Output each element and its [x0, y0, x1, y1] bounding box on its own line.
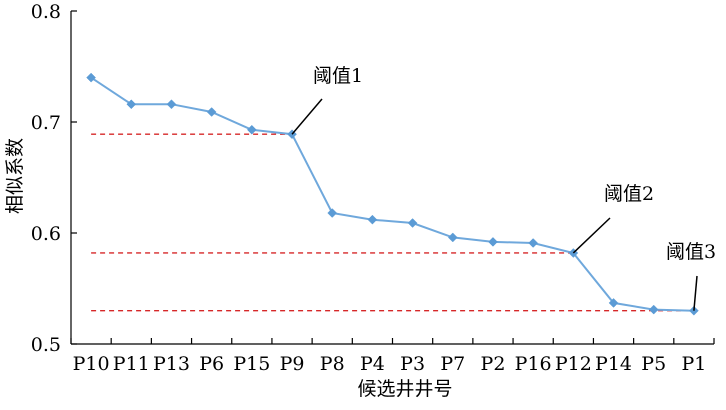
data-point [86, 72, 96, 83]
threshold-label: 阈值3 [666, 241, 716, 263]
x-tick-label: P2 [481, 353, 506, 375]
x-tick-label: P3 [400, 353, 425, 375]
y-axis-title: 相似系数 [4, 138, 26, 214]
x-tick-label: P1 [681, 353, 706, 375]
x-tick-label: P6 [199, 353, 224, 375]
data-point [246, 124, 257, 135]
data-point [166, 99, 177, 110]
x-tick-label: P12 [555, 353, 592, 375]
threshold-label: 阈值2 [604, 183, 654, 205]
threshold-leader-line [291, 98, 323, 135]
data-point [126, 99, 137, 110]
x-tick-label: P13 [153, 353, 190, 375]
y-tick-label: 0.8 [31, 1, 61, 23]
x-axis-title: 候选井井号 [357, 378, 452, 400]
x-tick-label: P16 [515, 353, 552, 375]
data-point [367, 214, 378, 225]
x-tick-label: P9 [280, 353, 305, 375]
x-tick-label: P14 [595, 353, 632, 375]
x-tick-label: P10 [73, 353, 110, 375]
series-line [90, 76, 694, 312]
threshold-lines [91, 133, 694, 312]
x-tick-label: P15 [233, 353, 270, 375]
y-tick-label: 0.6 [31, 223, 61, 245]
x-tick-label: P4 [360, 353, 385, 375]
y-tick-label: 0.5 [31, 334, 61, 356]
data-point [327, 208, 338, 218]
x-tick-label: P8 [320, 353, 345, 375]
data-point [648, 304, 659, 315]
data-point [447, 232, 458, 243]
threshold-label: 阈值1 [313, 65, 363, 87]
threshold-leader-line [693, 275, 698, 311]
x-tick-label: P5 [641, 353, 666, 375]
y-tick-label: 0.7 [31, 112, 61, 134]
data-point [528, 238, 539, 248]
data-point [608, 298, 619, 308]
data-point [407, 218, 418, 228]
x-tick-label: P11 [113, 353, 150, 375]
series-layer [86, 72, 699, 316]
axes: 0.5 0.6 0.7 0.8 P10 P11 P13 P6 P15 P9 P8 P4 P3 P7 P2 P1… [31, 1, 715, 375]
data-point [206, 107, 217, 117]
threshold-annotations: 阈值1 阈值2 阈值3 [291, 65, 716, 311]
data-point [488, 237, 498, 247]
x-tick-label: P7 [440, 353, 465, 375]
threshold-leader-line [572, 217, 611, 254]
